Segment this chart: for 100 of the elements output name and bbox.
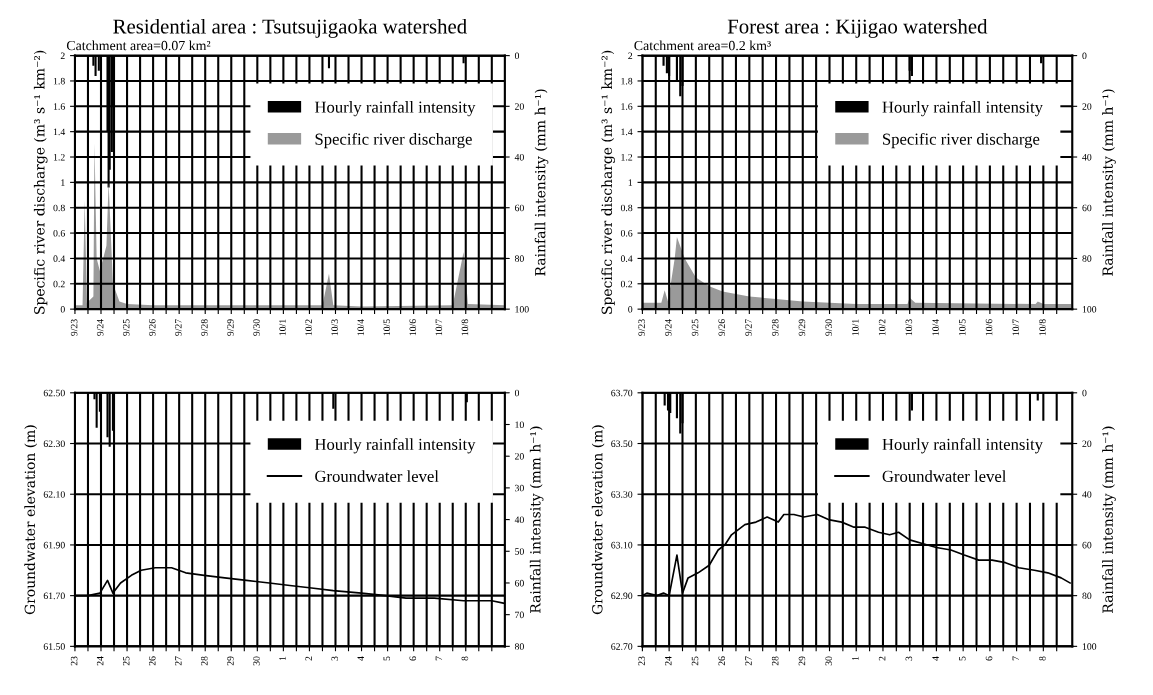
x-tick-label: 23 — [638, 656, 645, 666]
y-tick-label: 0.6 — [53, 229, 65, 237]
y-tick-label: 2 — [60, 52, 65, 59]
y-tick-label: 0.4 — [620, 255, 633, 262]
y-tick-label: 61.50 — [43, 643, 65, 650]
y-tick-label: 1.6 — [53, 103, 65, 110]
y-tick-label: 1 — [628, 179, 633, 186]
chart-title: Residential area : Tsutsujigaoka watershed — [113, 18, 467, 38]
y-tick-label: 62.10 — [43, 491, 65, 498]
y-tick-label: 61.90 — [43, 541, 65, 549]
x-tick-label: 2 — [305, 656, 312, 661]
y2-tick-label: 60 — [1082, 204, 1092, 212]
x-tick-label: 24 — [96, 656, 104, 666]
y2-tick-label: 80 — [1082, 592, 1092, 600]
x-tick-label: 30 — [825, 656, 832, 666]
y2-tick-label: 40 — [1082, 153, 1092, 161]
y2-axis-title: Rainfall intensity (mm h⁻¹) — [534, 89, 549, 276]
y2-tick-label: 20 — [514, 453, 524, 460]
x-tick-label: 10/4 — [357, 319, 364, 336]
x-tick-label: 8 — [461, 656, 469, 661]
y2-tick-label: 10 — [515, 421, 524, 428]
legend-label: Specific river discharge — [883, 132, 1040, 149]
x-tick-label: 10/1 — [852, 319, 859, 336]
y-tick-label: 1.2 — [53, 153, 65, 161]
x-tick-label: 10/4 — [932, 319, 939, 336]
legend-label: Hourly rainfall intensity — [314, 100, 476, 117]
x-tick-label: 25 — [122, 656, 130, 666]
y-tick-label: 62.50 — [43, 389, 65, 397]
y-tick-label: 1 — [61, 179, 65, 186]
x-tick-label: 26 — [149, 656, 156, 666]
x-tick-label: 9/23 — [70, 319, 78, 336]
y-tick-label: 63.10 — [611, 541, 633, 549]
x-tick-label: 4 — [932, 656, 939, 661]
y2-axis-title: Rainfall intensity (mm h⁻¹) — [1102, 89, 1116, 276]
x-tick-label: 9/29 — [798, 319, 806, 336]
x-tick-label: 27 — [745, 656, 752, 666]
x-tick-label: 23 — [70, 656, 78, 666]
x-tick-label: 6 — [985, 656, 993, 661]
x-tick-label: 10/2 — [305, 319, 312, 336]
x-tick-label: 5 — [383, 656, 391, 661]
x-tick-label: 10/5 — [959, 319, 966, 336]
y-tick-label: 0.8 — [620, 204, 633, 212]
x-tick-label: 9/25 — [691, 319, 699, 336]
y-tick-label: 2 — [628, 52, 633, 59]
y-tick-label: 1.8 — [621, 77, 633, 85]
x-tick-label: 25 — [691, 656, 699, 666]
legend-label: Hourly rainfall intensity — [882, 438, 1043, 454]
y-tick-label: 62.70 — [611, 643, 633, 650]
y-tick-label: 0.6 — [620, 229, 633, 237]
y-tick-label: 63.50 — [611, 440, 633, 448]
y2-tick-label: 0 — [514, 389, 520, 397]
legend-label: Hourly rainfall intensity — [314, 438, 476, 454]
y-tick-label: 0.4 — [53, 255, 66, 262]
y2-tick-label: 40 — [514, 516, 524, 524]
x-tick-label: 26 — [718, 656, 726, 666]
y2-tick-label: 20 — [1082, 440, 1092, 447]
x-tick-label: 9/24 — [96, 319, 104, 336]
x-tick-label: 9/28 — [771, 319, 779, 336]
y-tick-label: 0.2 — [620, 280, 633, 288]
y2-tick-label: 0 — [1082, 52, 1087, 60]
y2-tick-label: 80 — [1082, 255, 1092, 262]
x-tick-label: 27 — [175, 656, 182, 666]
text: Catchment area=0.2 km³ — [634, 40, 771, 51]
y2-tick-label: 40 — [1082, 491, 1092, 498]
y2-tick-label: 20 — [514, 103, 524, 110]
y-axis-title: Groundwater elevation (m) — [591, 425, 605, 615]
legend-label: Groundwater level — [315, 470, 439, 482]
x-tick-label: 9/27 — [745, 319, 752, 336]
x-tick-label: 3 — [905, 656, 913, 661]
y2-tick-label: 20 — [1082, 103, 1092, 110]
legend-label: Groundwater level — [882, 470, 1007, 482]
y2-tick-label: 0 — [1082, 389, 1087, 397]
x-tick-label: 10/7 — [435, 319, 443, 336]
x-tick-label: 9/26 — [149, 319, 156, 336]
y2-tick-label: 50 — [515, 548, 524, 555]
x-tick-label: 10/7 — [1012, 319, 1020, 336]
y2-axis-title: Rainfall intensity (mm h⁻¹) — [529, 426, 544, 613]
text: Catchment area=0.07 km² — [66, 40, 211, 51]
y2-tick-label: 30 — [515, 484, 524, 492]
y-tick-label: 62.30 — [43, 440, 65, 448]
x-tick-label: 10/8 — [1039, 319, 1046, 336]
chart-title: Forest area : Kijigao watershed — [727, 18, 988, 38]
y2-tick-label: 100 — [1082, 643, 1097, 650]
x-tick-label: 10/6 — [985, 319, 993, 336]
x-tick-label: 9/30 — [825, 319, 832, 336]
x-tick-label: 10/8 — [461, 319, 469, 336]
x-tick-label: 28 — [771, 656, 779, 666]
y-tick-label: 1.6 — [621, 103, 633, 110]
y2-tick-label: 60 — [1082, 541, 1092, 549]
y-tick-label: 62.90 — [611, 592, 633, 600]
x-tick-label: 8 — [1039, 656, 1046, 661]
y2-axis-title: Rainfall intensity (mm h⁻¹) — [1102, 426, 1116, 613]
x-tick-label: 4 — [357, 656, 364, 661]
y2-tick-label: 80 — [514, 255, 524, 262]
x-tick-label: 10/6 — [409, 319, 417, 336]
x-tick-label: 10/5 — [383, 319, 391, 336]
x-tick-label: 29 — [798, 656, 806, 666]
x-tick-label: 9/24 — [665, 319, 672, 336]
y-tick-label: 0.8 — [53, 204, 65, 212]
y2-tick-label: 60 — [514, 204, 524, 212]
